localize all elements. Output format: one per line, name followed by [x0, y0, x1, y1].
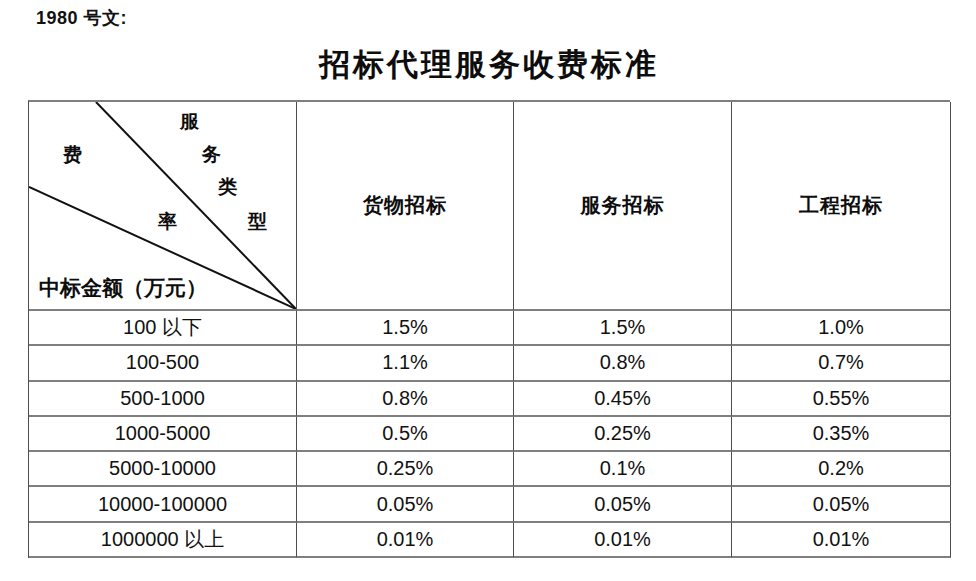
rate-cell: 0.01% — [514, 523, 732, 558]
rate-cell: 0.01% — [297, 523, 514, 558]
rate-cell: 0.1% — [514, 452, 732, 487]
page-title: 招标代理服务收费标准 — [28, 44, 950, 86]
rate-cell: 0.7% — [732, 346, 951, 381]
rate-cell: 1.5% — [514, 311, 732, 346]
doc-ref-number: 1980 号文: — [36, 6, 127, 30]
rate-cell: 0.05% — [732, 487, 951, 522]
amount-cell: 10000-100000 — [29, 487, 297, 522]
rate-cell: 0.05% — [297, 487, 514, 522]
column-header-goods: 货物招标 — [297, 102, 514, 311]
rate-cell: 1.1% — [297, 346, 514, 381]
amount-cell: 1000000 以上 — [29, 523, 297, 558]
corner-label-rate-char: 费 — [63, 145, 82, 164]
corner-header-cell: 服 务 类 型 费 率 中标金额（万元） — [29, 102, 297, 311]
rate-cell: 1.5% — [297, 311, 514, 346]
rate-cell: 0.55% — [732, 382, 951, 417]
fee-standard-table: 服 务 类 型 费 率 中标金额（万元） 货物招标 服务招标 工程招标 100 … — [28, 100, 950, 558]
amount-cell: 1000-5000 — [29, 417, 297, 452]
rate-cell: 0.45% — [514, 382, 732, 417]
corner-label-service-type-char: 服 — [180, 112, 199, 131]
column-header-engineering: 工程招标 — [732, 102, 951, 311]
rate-cell: 0.2% — [732, 452, 951, 487]
rate-cell: 0.25% — [297, 452, 514, 487]
rate-cell: 0.35% — [732, 417, 951, 452]
rate-cell: 0.5% — [297, 417, 514, 452]
amount-cell: 5000-10000 — [29, 452, 297, 487]
amount-cell: 100 以下 — [29, 311, 297, 346]
rate-cell: 0.25% — [514, 417, 732, 452]
amount-cell: 100-500 — [29, 346, 297, 381]
rate-cell: 0.01% — [732, 523, 951, 558]
rate-cell: 0.8% — [514, 346, 732, 381]
corner-label-service-type-char: 类 — [218, 177, 237, 196]
corner-label-service-type-char: 型 — [248, 212, 267, 231]
rate-cell: 0.05% — [514, 487, 732, 522]
rate-cell: 0.8% — [297, 382, 514, 417]
corner-label-rate-char: 率 — [158, 212, 177, 231]
column-header-service: 服务招标 — [514, 102, 732, 311]
amount-cell: 500-1000 — [29, 382, 297, 417]
document-page: { "doc_ref": "1980 号文:", "title": "招标代理服… — [0, 0, 976, 581]
corner-label-service-type-char: 务 — [202, 145, 221, 164]
corner-row-axis-label: 中标金额（万元） — [39, 277, 207, 300]
rate-cell: 1.0% — [732, 311, 951, 346]
